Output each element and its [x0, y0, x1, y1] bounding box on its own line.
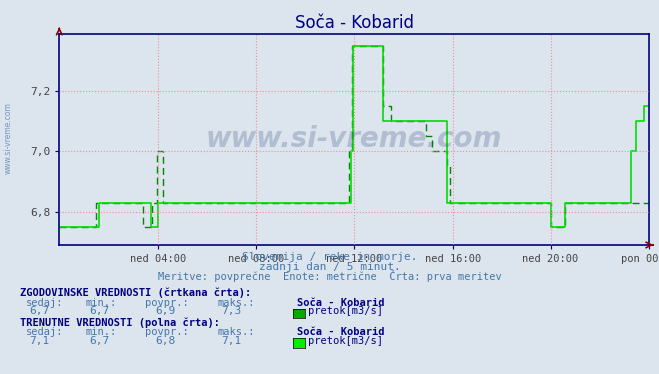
- Text: 7,1: 7,1: [30, 336, 50, 346]
- Text: sedaj:: sedaj:: [26, 328, 64, 337]
- Text: Soča - Kobarid: Soča - Kobarid: [297, 298, 384, 307]
- Text: pretok[m3/s]: pretok[m3/s]: [308, 306, 383, 316]
- Text: www.si-vreme.com: www.si-vreme.com: [3, 102, 13, 174]
- Text: zadnji dan / 5 minut.: zadnji dan / 5 minut.: [258, 262, 401, 272]
- Text: 6,7: 6,7: [30, 306, 50, 316]
- Text: min.:: min.:: [86, 328, 117, 337]
- Title: Soča - Kobarid: Soča - Kobarid: [295, 14, 414, 32]
- Text: min.:: min.:: [86, 298, 117, 307]
- Text: ZGODOVINSKE VREDNOSTI (črtkana črta):: ZGODOVINSKE VREDNOSTI (črtkana črta):: [20, 288, 251, 298]
- Text: 6,8: 6,8: [155, 336, 175, 346]
- Text: Soča - Kobarid: Soča - Kobarid: [297, 328, 384, 337]
- Text: 6,7: 6,7: [89, 306, 109, 316]
- Text: Meritve: povprečne  Enote: metrične  Črta: prva meritev: Meritve: povprečne Enote: metrične Črta:…: [158, 270, 501, 282]
- Text: www.si-vreme.com: www.si-vreme.com: [206, 125, 502, 153]
- Text: maks.:: maks.:: [217, 298, 255, 307]
- Text: 6,9: 6,9: [155, 306, 175, 316]
- Text: 6,7: 6,7: [89, 336, 109, 346]
- Text: 7,1: 7,1: [221, 336, 241, 346]
- Text: povpr.:: povpr.:: [145, 328, 188, 337]
- Text: pretok[m3/s]: pretok[m3/s]: [308, 336, 383, 346]
- Text: 7,3: 7,3: [221, 306, 241, 316]
- Text: TRENUTNE VREDNOSTI (polna črta):: TRENUTNE VREDNOSTI (polna črta):: [20, 318, 219, 328]
- Text: sedaj:: sedaj:: [26, 298, 64, 307]
- Text: maks.:: maks.:: [217, 328, 255, 337]
- Text: Slovenija / reke in morje.: Slovenija / reke in morje.: [242, 252, 417, 262]
- Text: povpr.:: povpr.:: [145, 298, 188, 307]
